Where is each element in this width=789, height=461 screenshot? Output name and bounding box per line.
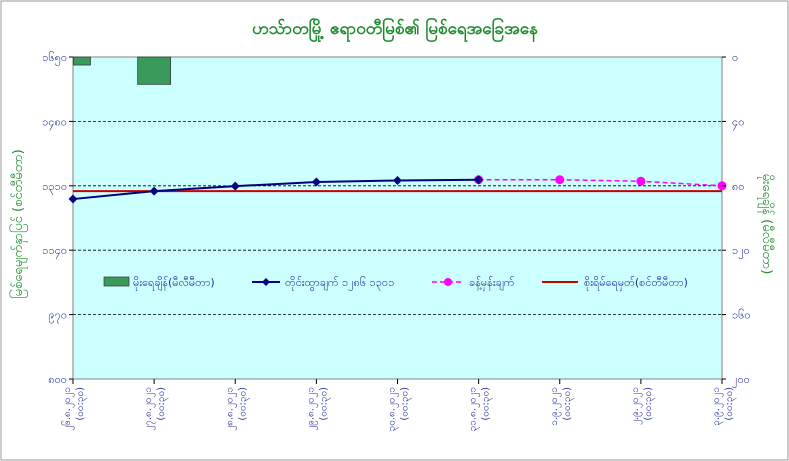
x-tick-label-1: ၂၇.၈.၂၀၂၁ (၀၀:၃၀) — [143, 387, 169, 431]
rainfall-bars — [73, 56, 171, 85]
y-tick-label-0: ၈၀၀ — [48, 373, 67, 386]
y2-tick-label-4: ၁၆၀ — [732, 309, 751, 322]
y-tick-label-2: ၁၁၄၀ — [42, 244, 67, 259]
x-tick-time-5: (၀၀:၃၀) — [481, 387, 494, 421]
chart-title: ဟသ်ာတမြို့ ဧရာဝတီမြစ်၏ မြစ်ရေအခြေအနေ — [252, 16, 538, 43]
series-lines — [68, 175, 727, 204]
x-tick-time-7: (၀၀:၃၀) — [643, 387, 656, 421]
y2-axis-title: မိုးရေချိန် (မီလီမီတာ) — [757, 174, 775, 275]
rainfall-bar-0 — [73, 56, 91, 66]
y-axis-title: မြစ်ရေမျက်နှာပြင် (စင်တီမီတာ) — [9, 149, 28, 298]
legend-danger-label: စိုးရိမ်ရေမှတ်(စင်တီမီတာ) — [584, 276, 688, 291]
x-tick-label-7: ၂.၉.၂၀၂၁ (၀၀:၃၀) — [630, 387, 656, 425]
x-tick-date-2: ၂၈.၈.၂၀၂၁ — [224, 387, 237, 431]
x-tick-date-3: ၂၉.၈.၂၀၂၁ — [305, 387, 318, 431]
observed-point-2 — [230, 181, 240, 191]
plot-area — [72, 56, 723, 380]
legend: မိုးရေချိန်(မီလီမီတာ) တိုင်းထွာချက် ၁၂၈၆… — [103, 276, 688, 291]
legend-rainfall-label: မိုးရေချိန်(မီလီမီတာ) — [133, 276, 215, 291]
y2-tick-label-5: ၂၀၀ — [732, 373, 750, 388]
forecast-point-6 — [555, 175, 565, 185]
x-tick-time-8: (၀၀:၃၀) — [724, 387, 737, 421]
y-tick-label-4: ၁၄၈၀ — [42, 115, 67, 130]
x-tick-date-8: ၃.၉.၂၀၂၁ — [711, 387, 724, 426]
x-tick-time-3: (၀၀:၃၀) — [318, 387, 331, 421]
x-tick-date-5: ၃၁.၈.၂၀၂၁ — [468, 387, 481, 431]
y2-tick-label-0: ၀ — [732, 51, 738, 64]
x-tick-time-4: (၀၀:၃၀) — [400, 387, 413, 421]
x-tick-label-8: ၃.၉.၂၀၂၁ (၀၀:၃၀) — [711, 387, 737, 426]
x-tick-time-1: (၀၀:၃၀) — [156, 387, 169, 421]
x-tick-label-3: ၂၉.၈.၂၀၂၁ (၀၀:၃၀) — [305, 387, 331, 431]
legend-rainfall-swatch — [103, 276, 130, 287]
x-tick-label-0: ၂၆.၈.၂၀၂၁ (၀၀:၃၀) — [60, 387, 88, 431]
observed-point-4 — [393, 175, 402, 185]
forecast-point-7 — [636, 176, 646, 186]
x-tick-time-0: (၀၀:၃၀) — [75, 387, 88, 421]
x-tick-label-6: ၁.၉.၂၀၂၁ (၀၀:၃၀) — [549, 387, 575, 426]
observed-point-5 — [474, 175, 484, 185]
y2-tick-label-1: ၄၀ — [732, 115, 744, 130]
x-tick-label-4: ၃၀.၈.၂၀၂၁ (၀၀:၃၀) — [387, 387, 413, 432]
observed-line — [72, 178, 479, 201]
y-tick-label-1: ၉၇၀ — [48, 309, 67, 324]
observed-point-0 — [68, 194, 78, 204]
x-tick-time-6: (၀၀:၃၀) — [562, 387, 575, 421]
legend-observed-marker — [262, 278, 270, 286]
x-tick-date-6: ၁.၉.၂၀၂၁ — [549, 387, 562, 426]
x-tick-date-1: ၂၇.၈.၂၀၂၁ — [143, 387, 156, 431]
x-tick-date-0: ၂၆.၈.၂၀၂၁ — [60, 387, 75, 431]
x-tick-date-4: ၃၀.၈.၂၀၂၁ — [387, 387, 400, 431]
legend-forecast-marker — [444, 278, 452, 286]
forecast-line — [478, 178, 723, 187]
x-tick-label-2: ၂၈.၈.၂၀၂၁ (၀၀:၃၀) — [224, 387, 250, 431]
x-tick-time-2: (၀၀:၃၀) — [237, 387, 250, 421]
legend-forecast-label: ခန့်မှန်းချက် — [469, 276, 515, 291]
y-tick-label-3: ၁၃၁၀ — [42, 180, 67, 195]
legend-observed-label: တိုင်းထွာချက် ၁၂၈၆ ၁၃၀၁ — [285, 276, 394, 291]
observed-point-3 — [311, 177, 321, 187]
left-axis-ticks: ၈၀၀ ၉၇၀ ၁၁၄၀ ၁၃၁၀ ၁၄၈၀ ၁၆၅၀ — [42, 51, 73, 386]
rainfall-bar-1 — [137, 56, 171, 85]
observed-point-1 — [149, 186, 159, 196]
gridlines — [73, 121, 722, 316]
y-tick-label-5: ၁၆၅၀ — [42, 51, 67, 66]
y2-tick-label-3: ၁၂၀ — [732, 244, 750, 259]
x-tick-date-7: ၂.၉.၂၀၂၁ — [630, 387, 643, 425]
x-axis-ticks: ၂၆.၈.၂၀၂၁ (၀၀:၃၀) ၂၇.၈.၂၀၂၁ (၀၀:၃၀) ၂၈.၈.၂၀၂… — [60, 379, 737, 431]
y2-tick-label-2: ၈၀ — [732, 180, 744, 193]
x-tick-label-5: ၃၁.၈.၂၀၂၁ (၀၀:၃၀) — [468, 387, 494, 432]
